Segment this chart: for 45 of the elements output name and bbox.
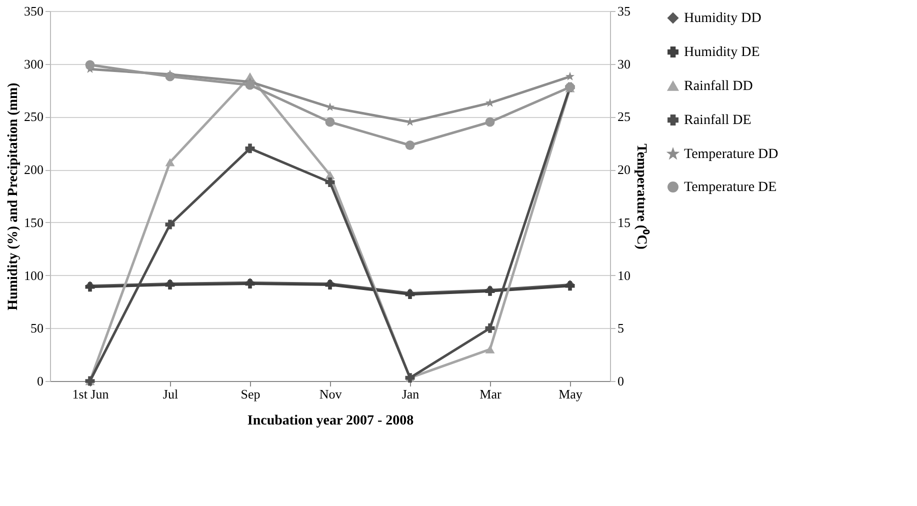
legend-label: Rainfall DE <box>684 113 752 128</box>
point <box>485 323 495 333</box>
x-tick-label: 1st Jun <box>72 386 110 402</box>
y2-tick-label: 15 <box>618 214 630 230</box>
x-tick-label: Nov <box>319 386 342 402</box>
point <box>485 117 495 127</box>
legend-label: Temperature DD <box>684 147 778 162</box>
point <box>85 60 95 70</box>
x-tick-label: Sep <box>240 386 260 402</box>
y-tick-label: 200 <box>24 162 44 178</box>
point <box>325 117 335 127</box>
legend-label: Temperature DE <box>684 180 777 195</box>
y2-tick-label: 20 <box>618 162 630 178</box>
point <box>325 178 335 187</box>
legend-label: Humidity DD <box>684 11 762 26</box>
y2-tick-label: 35 <box>618 4 630 18</box>
y2-axis-title: Temperature (⁰C) <box>634 144 650 250</box>
y-axis-title: Humidity (%) and Precipitation (mm) <box>6 82 21 310</box>
point <box>485 345 495 354</box>
point <box>245 144 255 154</box>
point <box>165 158 175 166</box>
y-tick-label: 100 <box>24 268 44 283</box>
x-axis-title: Incubation year 2007 - 2008 <box>247 414 414 428</box>
y2-tick-label: 30 <box>618 56 630 72</box>
y2-tick-label: 5 <box>618 320 624 336</box>
y2-tick-label: 10 <box>618 268 630 283</box>
y2-tick-label: 25 <box>618 109 630 124</box>
point <box>165 72 175 82</box>
y-tick-label: 150 <box>24 214 44 230</box>
y-tick-label: 250 <box>24 109 44 124</box>
legend-label: Humidity DE <box>684 45 760 60</box>
point <box>565 72 575 80</box>
x-tick-label: Jan <box>402 386 420 402</box>
y-tick-label: 50 <box>30 320 44 336</box>
legend-label: Rainfall DD <box>684 79 753 94</box>
x-tick-label: Mar <box>480 386 502 402</box>
y-tick-label: 300 <box>24 56 44 72</box>
x-tick-label: Jul <box>162 386 178 402</box>
point <box>245 80 255 90</box>
y-tick-label: 0 <box>37 374 44 388</box>
y-tick-label: 350 <box>24 4 44 18</box>
point <box>405 140 415 150</box>
x-tick-label: May <box>558 386 583 402</box>
y2-tick-label: 0 <box>618 374 624 388</box>
point <box>165 220 175 230</box>
